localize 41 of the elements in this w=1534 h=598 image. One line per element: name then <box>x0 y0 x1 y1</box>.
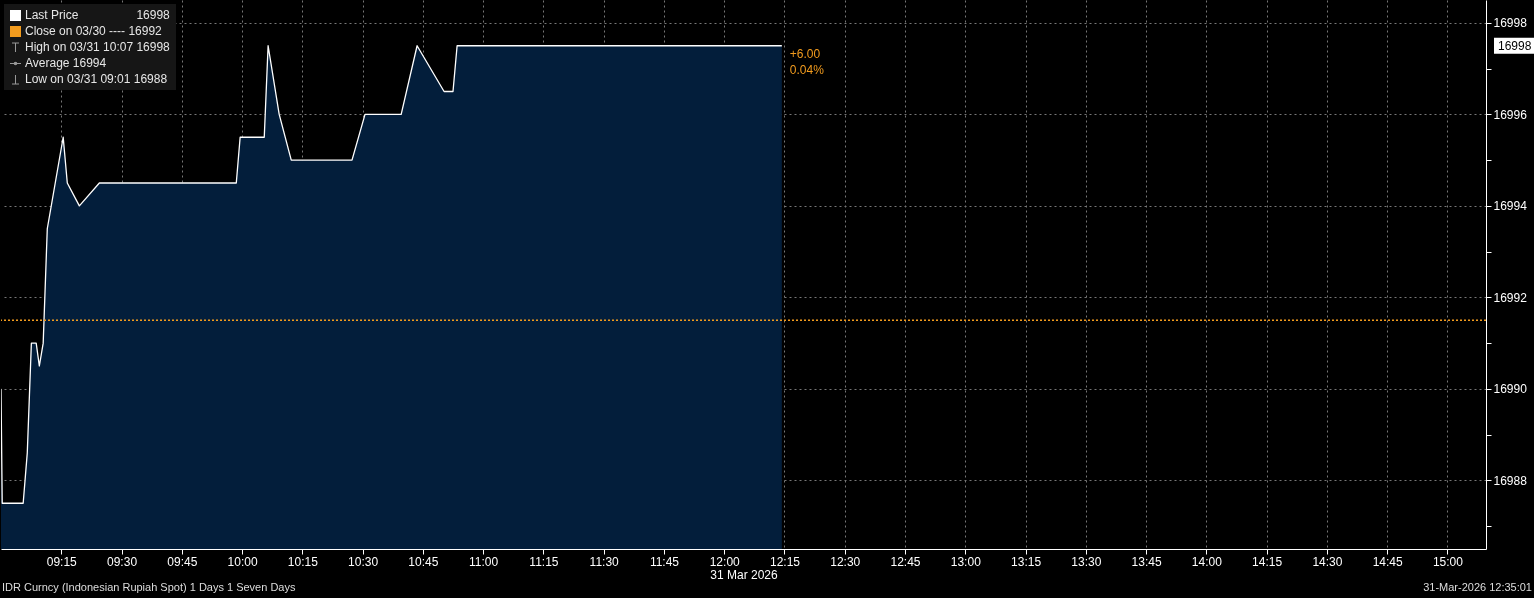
text: 31-Mar-2026 12:35:01 <box>1423 581 1532 593</box>
x-tick-label: 14:00 <box>1191 554 1223 569</box>
x-tick-label: 12:15 <box>769 554 801 569</box>
x-tick-label: 11:30 <box>589 554 620 569</box>
x-tick-label: 12:45 <box>890 554 921 569</box>
x-tick-label: 12:00 <box>709 554 741 569</box>
x-tick-label: 10:15 <box>287 554 319 569</box>
y-tick-label: 16998 <box>1493 16 1528 31</box>
x-tick-label: 15:00 <box>1432 554 1464 569</box>
x-tick-label: 12:30 <box>830 554 861 569</box>
x-tick-label: 10:00 <box>227 554 258 569</box>
x-axis-title: 31 Mar 2026 <box>710 567 779 582</box>
y-tick-label: 16988 <box>1493 473 1528 488</box>
x-tick-label: 09:15 <box>46 554 78 569</box>
legend-label: Last Price <box>25 7 79 23</box>
y-tick-label: 16996 <box>1493 107 1528 122</box>
y-tick-label: 16994 <box>1493 199 1528 214</box>
x-tick-label: 13:00 <box>950 554 982 569</box>
x-tick-label: 09:30 <box>107 554 138 569</box>
x-tick-label: 11:15 <box>529 554 559 569</box>
x-tick-label: 10:30 <box>348 554 379 569</box>
y-tick-label: 16992 <box>1493 290 1528 305</box>
x-tick-label: 11:00 <box>469 554 499 569</box>
y-tick-label: 16990 <box>1493 382 1528 397</box>
annotation: Low on 03/31 09:01 16988 <box>25 71 168 87</box>
annotation: Average 16994 <box>25 55 107 71</box>
x-tick-label: 09:45 <box>167 554 198 569</box>
annotation: High on 03/31 10:07 16998 <box>25 39 170 55</box>
annotation: 0.04% <box>789 62 825 77</box>
x-tick-label: 13:15 <box>1011 554 1042 569</box>
x-tick-label: 13:45 <box>1131 554 1162 569</box>
text: IDR Curncy (Indonesian Rupiah Spot) 1 Days 1 Seven Days <box>2 581 296 593</box>
x-tick-label: 11:45 <box>649 554 680 569</box>
legend-label: Close on 03/30 ---- 16992 <box>25 23 162 39</box>
annotation: +6.00 <box>789 46 821 61</box>
x-tick-label: 10:45 <box>408 554 439 569</box>
annotation: 16998 <box>135 7 170 23</box>
x-tick-label: 14:30 <box>1312 554 1343 569</box>
x-tick-label: 13:30 <box>1071 554 1102 569</box>
x-tick-label: 14:15 <box>1252 554 1283 569</box>
x-tick-label: 14:45 <box>1372 554 1403 569</box>
